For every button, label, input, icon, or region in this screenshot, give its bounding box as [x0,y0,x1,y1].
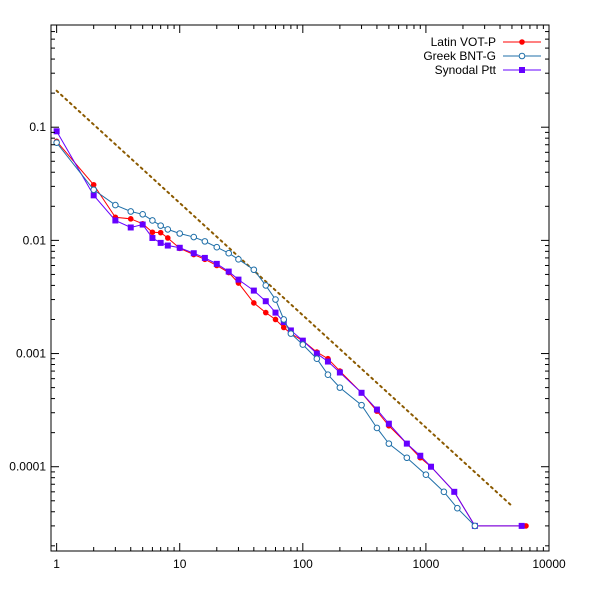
x-tick-label-0: 1 [53,557,60,571]
series-2-point-26 [403,440,410,447]
series-2 [53,128,525,529]
series-1-point-3 [127,208,135,215]
y-tick-label-1: 0.01 [23,233,47,247]
series-1-point-26 [403,454,411,462]
series-2-point-28 [428,463,435,470]
x-tick-label-2: 100 [293,557,313,571]
series-1-point-7 [164,226,172,233]
reference-line-layer [55,89,513,507]
series-0-point-15 [262,309,269,316]
series-1-point-6 [157,222,164,229]
series-2-point-20 [313,350,320,357]
series-1-point-20 [313,355,321,363]
series-layer [53,128,529,530]
series-2-point-4 [139,221,146,228]
series-2-point-25 [385,420,392,427]
series-1-point-17 [280,316,288,323]
series-1-point-30 [471,522,479,530]
series-2-point-0 [53,128,60,135]
series-2-point-19 [299,337,306,344]
series-1-point-14 [250,266,258,274]
series-1-point-29 [454,504,461,512]
series-1-point-15 [262,282,270,289]
series-1-point-11 [213,243,221,251]
series-2-point-8 [176,244,183,251]
series-2-point-14 [250,287,257,294]
series-0-point-7 [164,235,171,241]
x-tick-label-3: 1000 [413,557,440,571]
reference-line [55,89,513,507]
y-tick-label-2: 0.001 [16,347,46,361]
series-1-line [56,142,476,527]
series-2-point-15 [262,298,269,305]
y-tick-label-3: 0.0001 [9,460,46,474]
legend-label-1: Greek BNT-G [423,49,496,63]
series-1-point-25 [385,440,393,447]
x-tick-label-4: 10000 [532,557,566,571]
series-0-point-14 [251,300,257,306]
legend-marker-1 [518,52,526,60]
series-1-point-0 [53,139,60,146]
series-0-point-6 [157,229,164,236]
series-0-point-17 [280,324,287,331]
series-1-point-8 [176,230,184,237]
series-1-point-21 [324,371,332,379]
series-2-point-11 [213,260,220,267]
legend-entry-2: Synodal Ptt [435,63,541,77]
series-2-point-23 [358,389,365,396]
series-1-point-9 [190,233,198,241]
series-2-point-2 [112,217,119,224]
series-0-point-1 [90,181,97,188]
series-1-point-27 [422,471,430,479]
series-2-point-7 [164,242,171,249]
series-2-point-21 [324,358,331,365]
series-1-point-2 [112,201,119,209]
series-1-point-13 [235,256,242,263]
series-0-point-5 [149,229,156,236]
series-2-point-16 [272,309,279,316]
series-2-point-1 [90,192,97,199]
series-2-point-27 [417,452,424,459]
x-tick-label-1: 10 [173,557,187,571]
series-1-point-4 [139,210,146,218]
legend-marker-2 [519,67,525,73]
series-2-point-13 [235,276,242,283]
series-2-point-29 [451,488,458,495]
series-2-point-24 [373,406,380,413]
legend-label-2: Synodal Ptt [435,63,497,77]
series-2-point-31 [518,522,525,529]
series-1-point-23 [358,401,365,409]
series-2-point-3 [127,224,134,231]
legend-label-0: Latin VOT-P [431,35,496,49]
plot-frame [50,24,550,552]
legend: Latin VOT-P Greek BNT-G Synodal Ptt [423,35,541,77]
series-2-point-9 [190,250,197,257]
series-2-point-10 [201,254,208,261]
series-1-point-18 [287,330,295,337]
tick-layer: 1 10 100 1000 10000 0.1 0.01 0.001 0.0001 [9,24,566,571]
series-1-point-22 [336,384,344,391]
series-1-point-28 [440,488,448,496]
series-2-point-6 [157,239,164,246]
series-1-point-5 [149,217,156,224]
series-2-point-12 [225,268,232,275]
series-1-point-1 [90,186,97,194]
series-2-point-22 [336,369,343,376]
series-1-point-16 [272,296,279,303]
series-1 [53,139,479,530]
legend-entry-1: Greek BNT-G [423,49,541,63]
legend-entry-0: Latin VOT-P [431,35,541,49]
series-1-point-24 [373,424,381,432]
series-0-point-3 [127,216,134,222]
y-tick-label-0: 0.1 [29,120,46,134]
legend-marker-0 [519,39,525,45]
series-1-point-19 [299,341,307,348]
series-2-point-5 [149,234,156,241]
series-1-point-10 [201,238,209,245]
series-1-point-12 [225,249,233,257]
series-0-point-16 [272,316,279,323]
